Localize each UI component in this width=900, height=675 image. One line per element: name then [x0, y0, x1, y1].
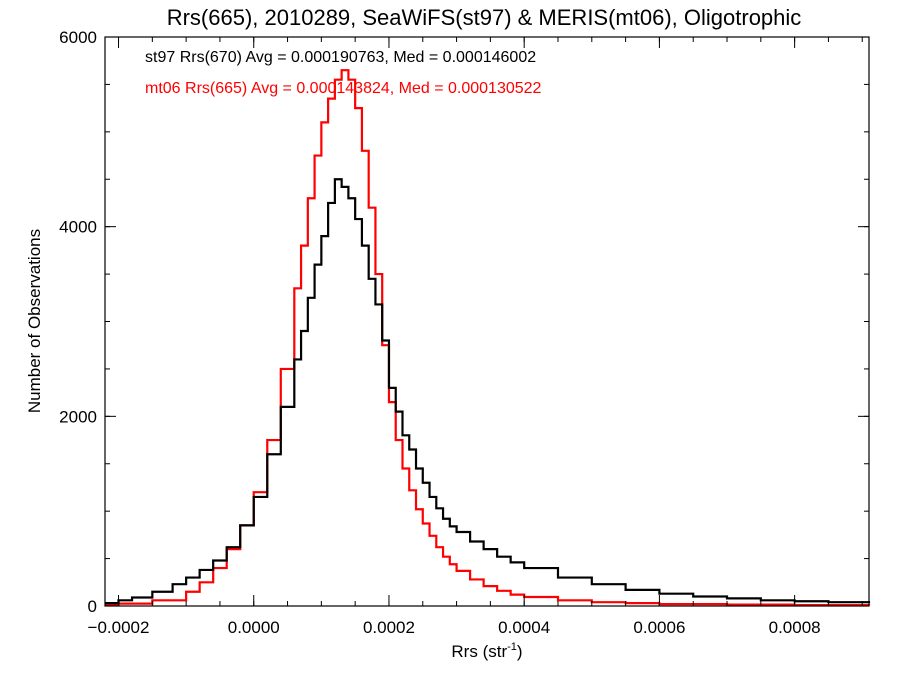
plot-frame	[104, 36, 870, 607]
chart-title: Rrs(665), 2010289, SeaWiFS(st97) & MERIS…	[167, 5, 802, 30]
x-tick-label: 0.0004	[498, 618, 550, 637]
y-tick-label: 2000	[59, 407, 97, 426]
y-tick-label: 4000	[59, 218, 97, 237]
y-axis-label: Number of Observations	[25, 229, 44, 413]
series-st97-histogram	[105, 178, 871, 605]
legend-entry-st97: st97 Rrs(670) Avg = 0.000190763, Med = 0…	[145, 49, 536, 66]
y-tick-label: 6000	[59, 28, 97, 47]
x-tick-label: 0.0006	[633, 618, 685, 637]
legend-entry-mt06: mt06 Rrs(665) Avg = 0.000143824, Med = 0…	[145, 80, 542, 97]
x-tick-label: 0.0008	[769, 618, 821, 637]
x-axis-label: Rrs (str-1)	[451, 641, 522, 661]
x-tick-label: 0.0002	[363, 618, 415, 637]
x-tick-label: −0.0002	[88, 618, 150, 637]
y-tick-label: 0	[88, 597, 97, 616]
x-tick-label: 0.0000	[228, 618, 280, 637]
